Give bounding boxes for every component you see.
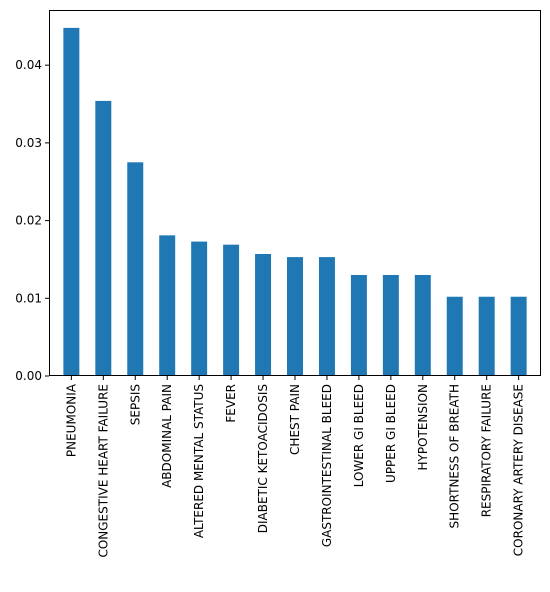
x-tick-label: LOWER GI BLEED	[352, 384, 366, 487]
x-tick-label: SHORTNESS OF BREATH	[448, 384, 462, 528]
x-tick-label: DIABETIC KETOACIDOSIS	[256, 384, 270, 533]
y-axis: 0.00 0.01 0.02 0.03 0.04	[15, 58, 49, 383]
bar-shortness-of-breath	[446, 296, 463, 376]
bars-group	[63, 27, 527, 376]
bar-respiratory-failure	[478, 296, 495, 376]
bar-upper-gi-bleed	[382, 274, 399, 376]
x-tick-label: GASTROINTESTINAL BLEED	[320, 384, 334, 547]
y-tick-label: 0.00	[15, 369, 42, 383]
bar-chest-pain	[287, 257, 303, 376]
x-tick-label: ABDOMINAL PAIN	[160, 384, 174, 488]
bar-altered-mental-status	[191, 241, 208, 376]
x-tick-label: RESPIRATORY FAILURE	[480, 384, 494, 517]
y-tick-label: 0.01	[15, 291, 42, 305]
x-tick-label: FEVER	[224, 384, 238, 423]
bar-diabetic-ketoacidosis	[255, 254, 272, 376]
x-tick-label: UPPER GI BLEED	[384, 384, 398, 483]
bar-pneumonia	[63, 27, 80, 376]
x-tick-label: CHEST PAIN	[288, 384, 302, 455]
x-tick-label: CORONARY ARTERY DISEASE	[512, 384, 526, 556]
y-tick-label: 0.04	[15, 58, 42, 72]
x-tick-label: ALTERED MENTAL STATUS	[192, 384, 206, 538]
bar-sepsis	[127, 162, 144, 376]
x-tick-label: HYPOTENSION	[416, 384, 430, 471]
bar-congestive-heart-failure	[95, 100, 112, 376]
x-tick-label: SEPSIS	[128, 384, 142, 425]
bar-hypotension	[414, 274, 431, 376]
bar-abdominal-pain	[159, 235, 176, 376]
bar-lower-gi-bleed	[350, 274, 367, 376]
x-tick-label: CONGESTIVE HEART FAILURE	[96, 384, 110, 558]
bar-fever	[223, 244, 240, 376]
bar-coronary-artery-disease	[510, 296, 527, 376]
y-tick-label: 0.02	[15, 214, 42, 228]
x-tick-label: PNEUMONIA	[64, 383, 78, 457]
y-tick-label: 0.03	[15, 136, 42, 150]
x-axis: PNEUMONIA CONGESTIVE HEART FAILURE SEPSIS A…	[64, 376, 526, 558]
plot-frame	[49, 10, 541, 376]
bar-gastrointestinal-bleed	[318, 257, 335, 376]
